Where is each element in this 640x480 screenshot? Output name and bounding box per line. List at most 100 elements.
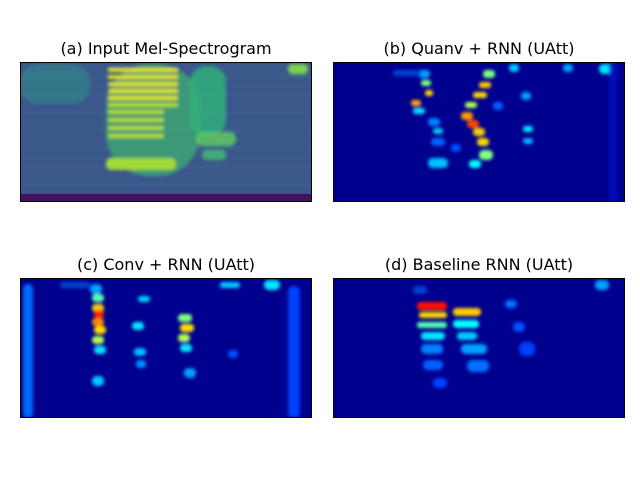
spectrogram-cell <box>20 64 90 104</box>
panel-c-background <box>20 278 312 418</box>
spectrogram-cell <box>190 66 226 136</box>
panel-c-title: (c) Conv + RNN (UAtt) <box>77 255 255 274</box>
attention-cell <box>493 102 503 110</box>
spectrogram-cell <box>196 132 236 146</box>
attention-cell <box>421 332 445 340</box>
attention-cell <box>595 280 609 290</box>
attention-cell <box>180 344 192 352</box>
spectrogram-cell <box>202 150 226 160</box>
attention-cell <box>467 360 489 372</box>
attention-cell <box>421 344 443 354</box>
spectrogram-cell <box>20 174 312 177</box>
attention-cell <box>509 64 519 72</box>
attention-cell <box>92 318 104 326</box>
attention-cell <box>523 126 533 132</box>
spectrogram-cell <box>108 126 164 130</box>
panel-d-heatmap <box>333 278 625 418</box>
panel-a: (a) Input Mel-Spectrogram <box>20 39 312 202</box>
attention-cell <box>473 128 485 136</box>
attention-cell <box>467 120 479 128</box>
attention-cell <box>451 144 461 152</box>
attention-cell <box>433 378 447 388</box>
spectrogram-cell <box>108 82 178 86</box>
attention-cell <box>428 118 440 126</box>
panel-d-title: (d) Baseline RNN (UAtt) <box>385 255 573 274</box>
panel-d-frame <box>333 278 625 418</box>
spectrogram-cell <box>108 75 178 79</box>
attention-cell <box>425 90 433 96</box>
panel-c-frame <box>20 278 312 418</box>
attention-cell <box>473 92 487 98</box>
spectrogram-cell <box>108 103 178 107</box>
attention-cell <box>457 332 477 340</box>
attention-cell <box>479 82 491 88</box>
panel-b-title: (b) Quanv + RNN (UAtt) <box>384 39 575 58</box>
attention-cell <box>428 158 448 168</box>
attention-cell <box>479 150 493 160</box>
spectrogram-cell <box>108 96 178 100</box>
attention-cell <box>469 160 481 168</box>
attention-cell <box>92 376 104 386</box>
attention-cell <box>90 284 102 294</box>
attention-cell <box>228 350 238 358</box>
attention-cell <box>483 70 495 78</box>
attention-cell <box>421 80 431 86</box>
panel-a-title: (a) Input Mel-Spectrogram <box>60 39 271 58</box>
panel-b-heatmap <box>333 62 625 202</box>
attention-cell <box>413 108 425 114</box>
attention-cell <box>423 360 443 370</box>
panel-a-heatmap <box>20 62 312 202</box>
spectrogram-cell <box>108 118 164 122</box>
attention-cell <box>92 336 104 344</box>
panel-a-frame <box>20 62 312 202</box>
attention-cell <box>180 324 194 332</box>
attention-cell <box>134 348 146 356</box>
panel-c-heatmap <box>20 278 312 418</box>
attention-cell <box>609 62 617 202</box>
spectrogram-cell <box>20 183 312 186</box>
attention-cell <box>132 322 144 330</box>
panel-c: (c) Conv + RNN (UAtt) <box>20 255 312 418</box>
spectrogram-cell <box>288 64 308 74</box>
attention-cell <box>465 102 477 108</box>
attention-cell <box>419 312 447 318</box>
attention-cell <box>94 346 106 354</box>
panel-b: (b) Quanv + RNN (UAtt) <box>333 39 625 202</box>
attention-cell <box>417 302 447 310</box>
attention-cell <box>563 64 573 72</box>
panel-d-marks <box>413 280 609 388</box>
attention-cell <box>92 294 104 302</box>
attention-cell <box>288 286 300 418</box>
attention-cell <box>92 304 104 312</box>
attention-cell <box>461 112 473 120</box>
spectrogram-cell <box>108 134 164 138</box>
attention-cell <box>521 92 531 100</box>
attention-cell <box>513 322 525 332</box>
attention-cell <box>178 334 190 342</box>
attention-cell <box>94 310 104 318</box>
attention-cell <box>184 368 196 378</box>
attention-cell <box>453 308 481 316</box>
attention-cell <box>264 280 280 290</box>
attention-cell <box>417 322 447 328</box>
panel-c-marks <box>23 280 300 418</box>
attention-cell <box>418 70 430 78</box>
panel-a-marks <box>20 64 312 186</box>
attention-cell <box>393 70 421 76</box>
spectrogram-cell <box>108 110 164 114</box>
attention-cell <box>413 286 427 294</box>
attention-cell <box>505 300 517 308</box>
attention-cell <box>136 360 146 368</box>
attention-cell <box>433 128 443 134</box>
attention-cell <box>461 344 487 354</box>
attention-cell <box>523 138 533 144</box>
attention-cell <box>138 296 150 302</box>
attention-cell <box>431 138 445 146</box>
spectrogram-cell <box>108 68 178 72</box>
attention-cell <box>453 320 479 328</box>
spectrogram-cell <box>106 158 176 170</box>
attention-cell <box>178 314 192 322</box>
attention-cell <box>411 100 421 106</box>
spectrogram-cell <box>108 89 178 93</box>
